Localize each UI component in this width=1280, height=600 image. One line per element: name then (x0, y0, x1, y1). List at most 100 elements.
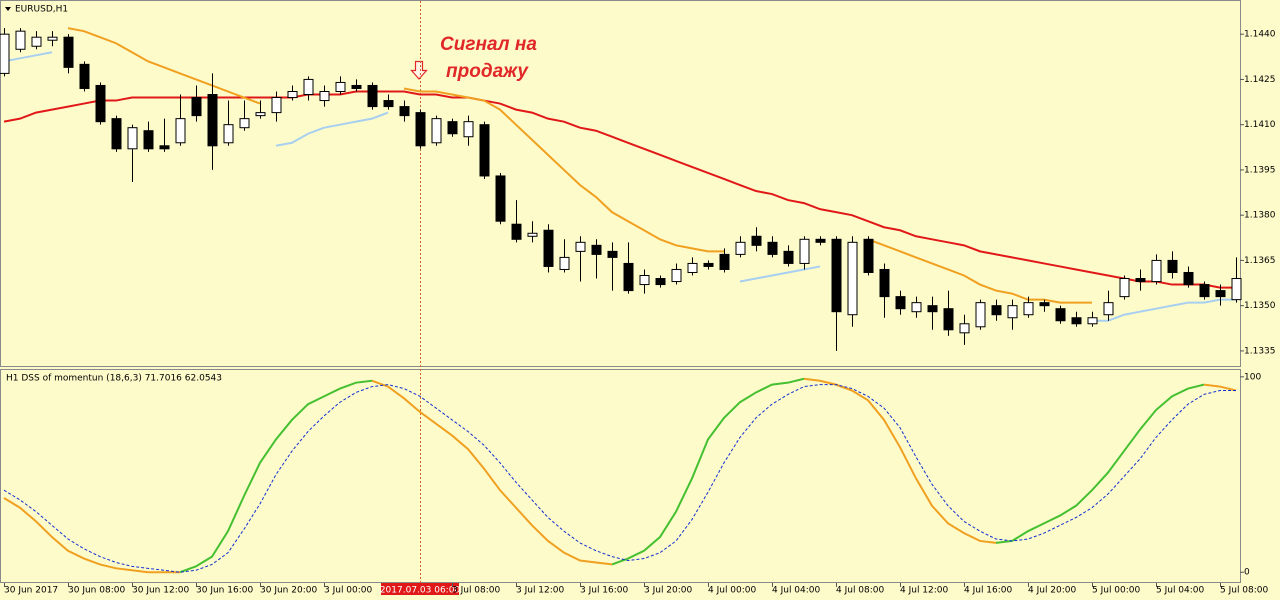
moving-average (3, 51, 1236, 322)
x-tick-label: 4 Jul 08:00 (836, 586, 885, 596)
candle-body (911, 302, 922, 313)
candle-body (223, 124, 234, 144)
candle-body (623, 262, 634, 292)
x-tick-label: 3 Jul 16:00 (580, 586, 629, 596)
candle-body (783, 250, 794, 264)
candle-body (1007, 305, 1018, 319)
candle-body (863, 238, 874, 273)
candle-body (975, 302, 986, 328)
candle-body (271, 97, 282, 114)
price-panel-frame (0, 0, 1241, 367)
candle-body (1055, 308, 1066, 322)
candle-body (47, 36, 58, 41)
candle-body (15, 30, 26, 50)
y-tick-label: 0 (1244, 568, 1250, 578)
candle-body (191, 97, 202, 117)
candle-body (847, 241, 858, 316)
candle-body (671, 268, 682, 283)
y-tick-label: 1.1380 (1244, 211, 1276, 221)
candle-body (575, 241, 586, 252)
candle-body (335, 81, 346, 92)
indicator-line (179, 377, 1205, 574)
candle-body (431, 118, 442, 144)
candle-body (527, 232, 538, 237)
x-tick-label: 30 Jun 08:00 (68, 586, 125, 596)
y-tick-label: 1.1395 (1244, 165, 1276, 175)
x-tick-label: 5 Jul 04:00 (1156, 586, 1205, 596)
oscillator-panel-frame (0, 369, 1241, 583)
candle-body (31, 36, 42, 47)
candle-body (559, 256, 570, 270)
candle-body (415, 112, 426, 147)
candle-body (175, 118, 186, 144)
candle-body (79, 63, 90, 89)
candle-body (367, 84, 378, 108)
candle-body (1103, 302, 1114, 316)
candle-body (1039, 302, 1050, 307)
x-tick-label: 4 Jul 00:00 (708, 586, 757, 596)
x-tick-label: 5 Jul 00:00 (1092, 586, 1141, 596)
candle-body (735, 241, 746, 255)
y-tick-label: 1.1440 (1244, 30, 1276, 40)
x-tick-label: 3 Jul 12:00 (516, 586, 565, 596)
x-tick-label: 30 Jun 12:00 (132, 586, 189, 596)
candle-body (991, 305, 1002, 316)
candle-body (1183, 271, 1194, 286)
y-tick-label: 1.1365 (1244, 256, 1276, 266)
candle-body (319, 90, 330, 102)
x-tick-label: 30 Jun 20:00 (260, 586, 317, 596)
candle-body (255, 112, 266, 117)
indicator-line (3, 377, 1237, 574)
annotation-line: продажу (446, 61, 529, 82)
sell-arrow (410, 60, 428, 80)
candle-body (399, 106, 410, 117)
y-tick-label: 1.1425 (1244, 75, 1276, 85)
candle-body (767, 241, 778, 255)
candle-body (303, 78, 314, 96)
crosshair-label-box (381, 583, 459, 595)
crosshair-label: 2017.07.03 06:00 (380, 586, 461, 596)
candle-body (95, 84, 106, 123)
candle-body (111, 118, 122, 150)
candle-body (607, 250, 618, 258)
candle-body (1135, 278, 1146, 283)
x-tick-label: 4 Jul 04:00 (772, 586, 821, 596)
candle-body (831, 238, 842, 313)
indicator-title: H1 DSS of momentun (18,6,3) 71.7016 62.0… (6, 374, 222, 384)
candle-body (351, 84, 362, 89)
y-tick-label: 100 (1244, 372, 1261, 382)
x-tick-label: 30 Jun 16:00 (196, 586, 253, 596)
x-tick-label: 30 Jun 2017 (4, 586, 58, 596)
candle-body (447, 121, 458, 135)
candle-body (1071, 317, 1082, 325)
candle-body (879, 268, 890, 298)
candle-body (511, 223, 522, 240)
candle-body (159, 145, 170, 150)
candle-body (591, 244, 602, 255)
x-tick-label: 5 Jul 08:00 (1220, 586, 1269, 596)
x-tick-label: 4 Jul 20:00 (1028, 586, 1077, 596)
candle-body (943, 308, 954, 331)
candle-body (1151, 259, 1162, 283)
candle-body (1119, 278, 1130, 298)
candle-body (543, 229, 554, 267)
candle-body (1087, 317, 1098, 325)
symbol-menu-icon[interactable] (5, 7, 11, 11)
candle-body (1167, 259, 1178, 273)
candle-body (895, 296, 906, 310)
candle-body (479, 124, 490, 177)
x-tick-label: 3 Jul 20:00 (644, 586, 693, 596)
candle-body (0, 33, 10, 74)
y-tick-label: 1.1335 (1244, 346, 1276, 356)
x-tick-label: 3 Jul 00:00 (324, 586, 373, 596)
candle-body (1231, 278, 1242, 301)
y-tick-label: 1.1410 (1244, 120, 1276, 130)
indicator-line (3, 384, 1236, 573)
candle-body (287, 90, 298, 99)
x-tick-label: 4 Jul 12:00 (900, 586, 949, 596)
candle-body (719, 253, 730, 270)
candle-body (639, 275, 650, 286)
moving-average (67, 27, 1092, 304)
x-tick-label: 3 Jul 08:00 (452, 586, 501, 596)
